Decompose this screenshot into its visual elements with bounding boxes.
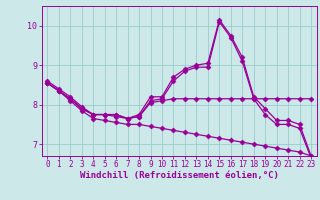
X-axis label: Windchill (Refroidissement éolien,°C): Windchill (Refroidissement éolien,°C) — [80, 171, 279, 180]
